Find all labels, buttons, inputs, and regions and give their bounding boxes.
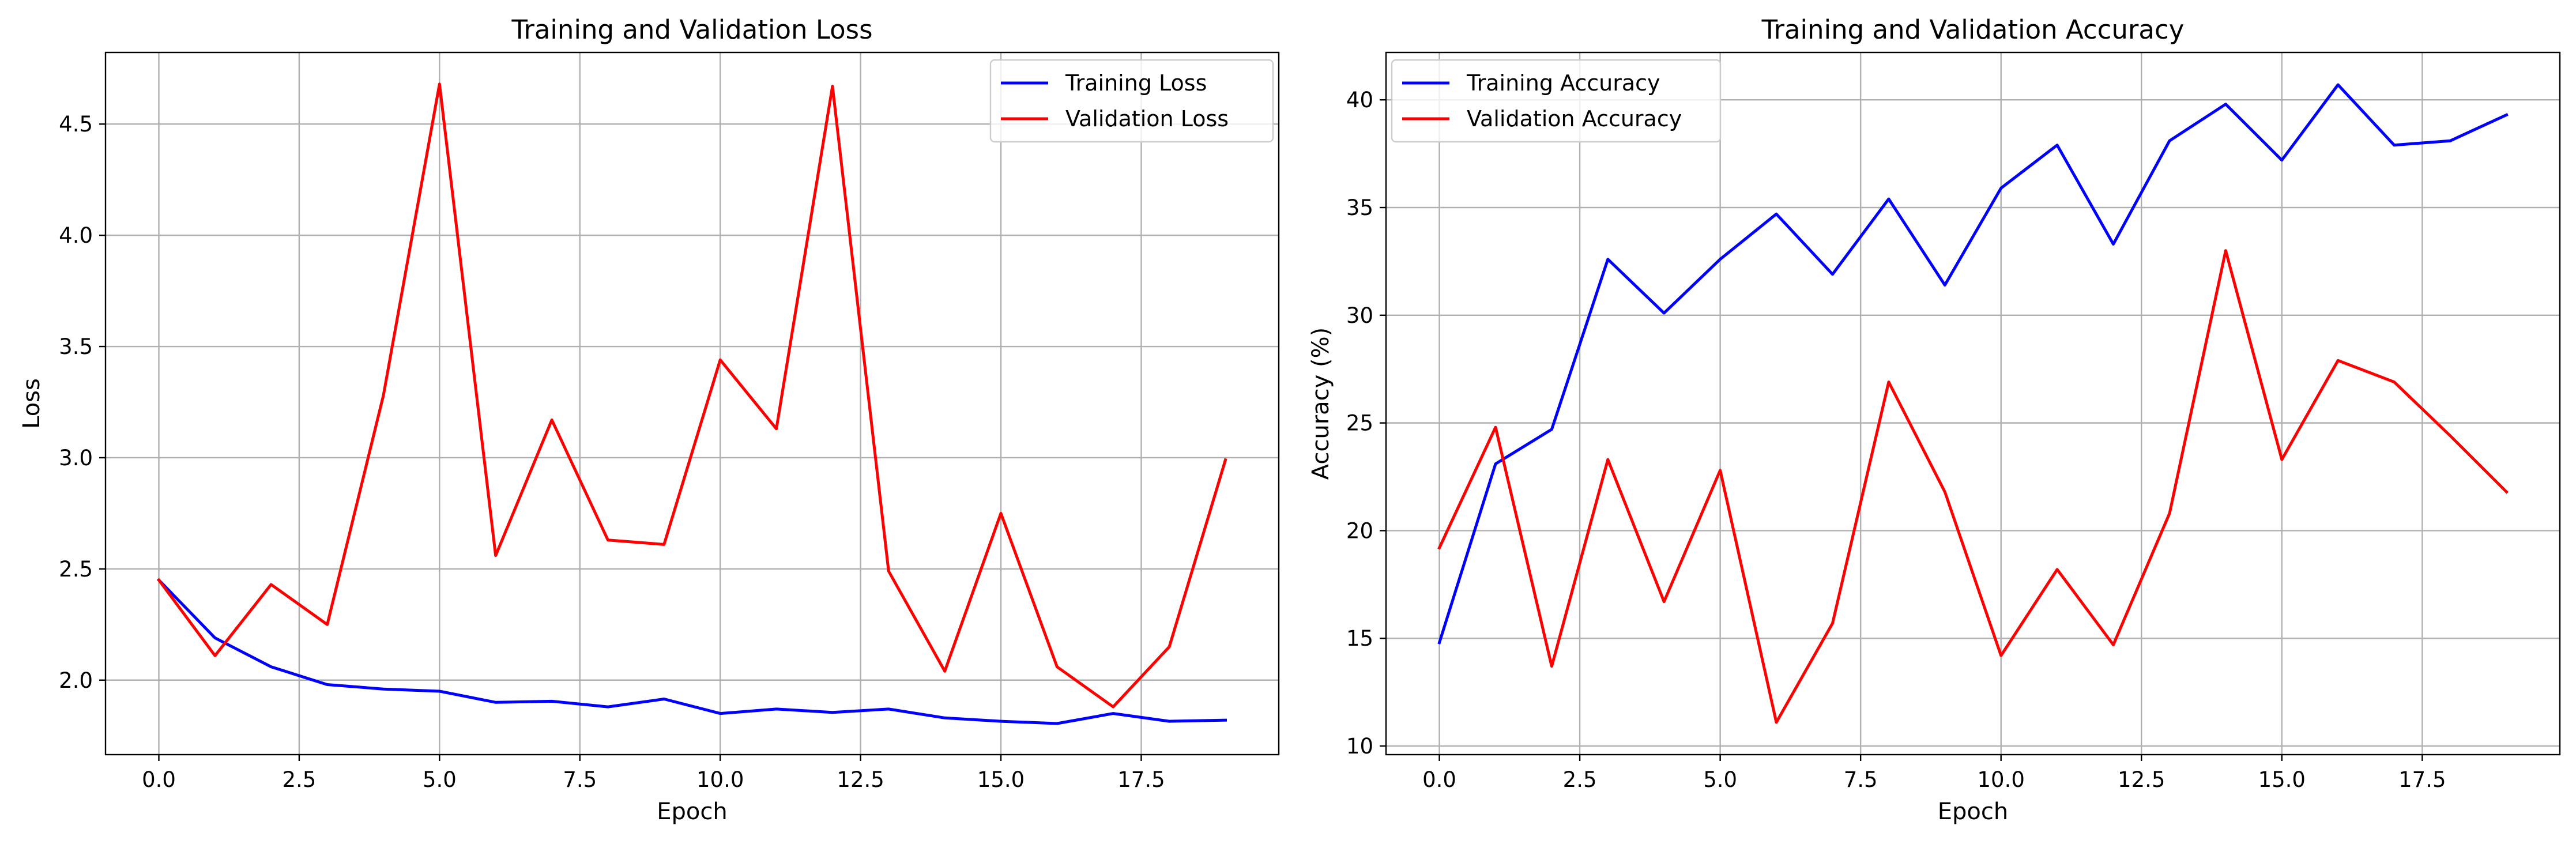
x-tick-label: 0.0 bbox=[1422, 767, 1456, 792]
legend-label-0: Training Loss bbox=[1065, 70, 1207, 96]
x-tick-label: 5.0 bbox=[423, 767, 457, 792]
x-tick-label: 17.5 bbox=[2398, 767, 2446, 792]
chart-title: Training and Validation Accuracy bbox=[1761, 14, 2185, 45]
legend-box bbox=[989, 59, 1274, 143]
y-tick-label: 2.0 bbox=[59, 668, 93, 693]
y-tick-label: 15 bbox=[1346, 626, 1373, 651]
x-tick-label: 5.0 bbox=[1703, 767, 1737, 792]
legend-label-0: Training Accuracy bbox=[1466, 70, 1660, 96]
x-tick-label: 15.0 bbox=[2258, 767, 2306, 792]
y-tick-label: 2.5 bbox=[59, 557, 93, 582]
y-tick-label: 35 bbox=[1346, 195, 1373, 220]
x-tick-label: 7.5 bbox=[1844, 767, 1878, 792]
x-tick-label: 15.0 bbox=[977, 767, 1025, 792]
legend-box bbox=[1391, 59, 1722, 143]
loss-chart: 0.0 2.5 5.0 7.5 10.0 12.5 15.0 17.5 2.0 2.5 3.0 3.5… bbox=[18, 14, 1280, 825]
series-line-0 bbox=[156, 578, 1227, 725]
series-line-1 bbox=[1437, 249, 2509, 724]
legend-label-1: Validation Loss bbox=[1065, 106, 1229, 131]
x-tick-label: 12.5 bbox=[837, 767, 884, 792]
y-tick-label: 3.0 bbox=[59, 446, 93, 470]
x-tick-label: 17.5 bbox=[1117, 767, 1165, 792]
y-axis-label: Loss bbox=[18, 378, 45, 429]
legend: Training Accuracy Validation Accuracy bbox=[1391, 59, 1722, 143]
x-tick-label: 2.5 bbox=[282, 767, 316, 792]
y-tick-label: 40 bbox=[1346, 88, 1373, 112]
series-line-1 bbox=[157, 82, 1227, 709]
y-tick-label: 4.5 bbox=[59, 112, 93, 137]
x-tick-label: 7.5 bbox=[563, 767, 597, 792]
plot-frame bbox=[104, 51, 1280, 756]
x-axis-label: Epoch bbox=[1938, 798, 2008, 825]
y-axis-label: Accuracy (%) bbox=[1308, 327, 1334, 480]
x-tick-label: 0.0 bbox=[142, 767, 176, 792]
y-tick-label: 3.5 bbox=[59, 334, 93, 359]
x-tick-label: 10.0 bbox=[696, 767, 744, 792]
y-tick-label: 20 bbox=[1346, 518, 1373, 543]
chart-title: Training and Validation Loss bbox=[511, 14, 872, 45]
y-tick-label: 25 bbox=[1346, 411, 1373, 436]
accuracy-chart: 0.0 2.5 5.0 7.5 10.0 12.5 15.0 17.5 10 15 20 25 30 35… bbox=[1308, 14, 2561, 825]
x-tick-label: 12.5 bbox=[2118, 767, 2165, 792]
legend-label-1: Validation Accuracy bbox=[1467, 106, 1682, 131]
plot-frame bbox=[1385, 51, 2561, 756]
y-tick-label: 4.0 bbox=[59, 223, 93, 248]
x-tick-label: 2.5 bbox=[1563, 767, 1597, 792]
x-tick-label: 10.0 bbox=[1978, 767, 2025, 792]
y-tick-label: 30 bbox=[1346, 303, 1373, 328]
series-line-0 bbox=[1437, 83, 2509, 645]
legend: Training Loss Validation Loss bbox=[989, 59, 1274, 143]
x-axis-label: Epoch bbox=[657, 798, 727, 825]
y-tick-label: 10 bbox=[1346, 734, 1373, 759]
